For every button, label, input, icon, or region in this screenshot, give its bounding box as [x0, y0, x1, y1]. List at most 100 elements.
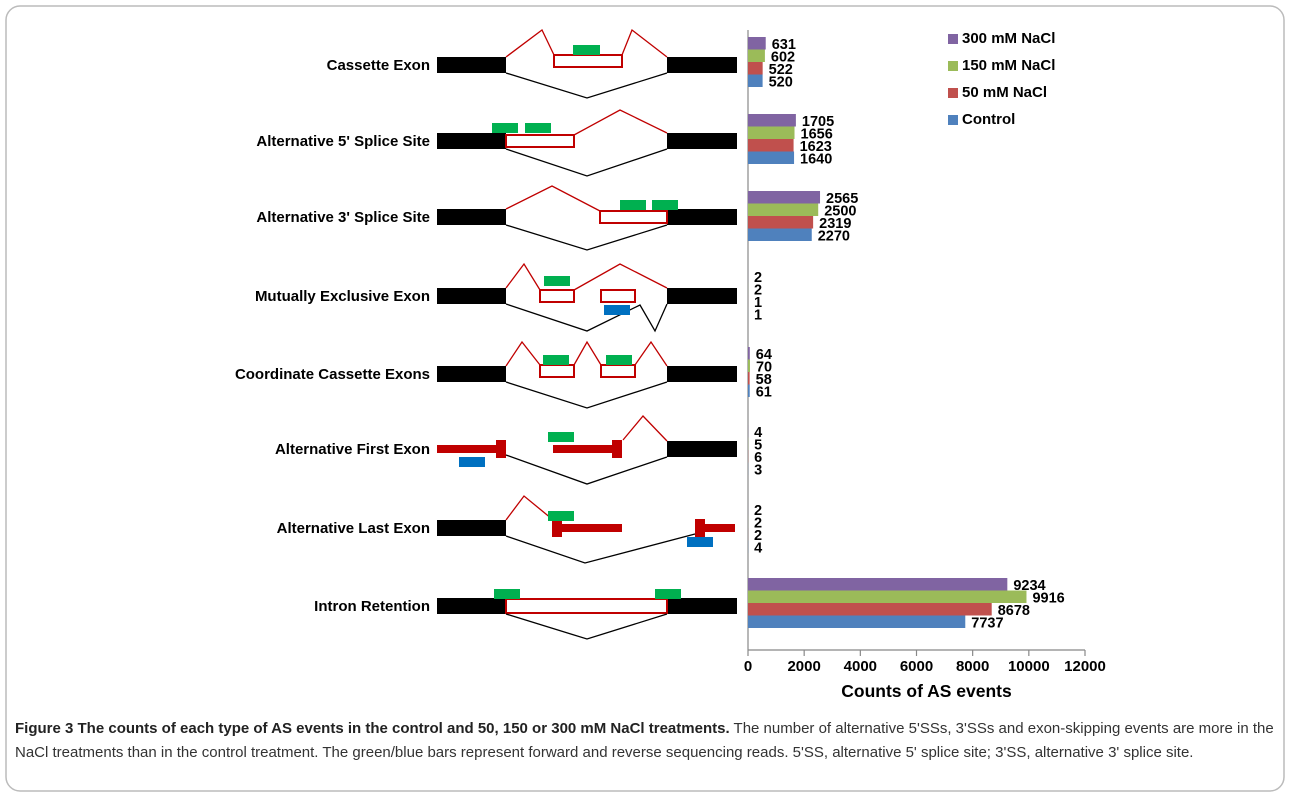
data-label: 2565 — [826, 191, 858, 207]
legend-label: 300 mM NaCl — [962, 30, 1055, 47]
inclusion-junction — [505, 185, 601, 212]
alternative-exon-bar — [553, 445, 617, 453]
inclusion-junction — [505, 340, 541, 367]
row-label: Alternative First Exon — [275, 441, 430, 458]
forward-read — [652, 200, 678, 210]
data-label: 1 — [754, 308, 762, 324]
tick-label: 10000 — [1008, 658, 1050, 675]
forward-read — [606, 355, 632, 365]
alternative-exon-box — [539, 289, 575, 303]
inclusion-junction — [573, 340, 602, 366]
data-label: 2 — [754, 270, 762, 286]
bar — [748, 49, 765, 62]
legend-swatch — [948, 115, 958, 125]
tick-label: 0 — [744, 658, 752, 675]
inclusion-junction — [573, 263, 668, 291]
legend: 300 mM NaCl 150 mM NaCl 50 mM NaCl Control — [948, 30, 1055, 128]
legend-swatch — [948, 61, 958, 71]
data-label: 70 — [756, 360, 772, 376]
constitutive-exon — [437, 133, 506, 149]
constitutive-exon — [437, 288, 506, 304]
row-label: Intron Retention — [314, 598, 430, 615]
bar — [748, 216, 814, 229]
bar — [748, 578, 1008, 591]
bar — [748, 139, 794, 152]
alternative-exon-bar — [557, 524, 622, 532]
bar — [748, 590, 1027, 603]
constitutive-exon — [667, 209, 737, 225]
alternative-exon-box — [600, 289, 636, 303]
forward-read — [544, 276, 570, 286]
alternative-exon-box — [553, 54, 623, 68]
tick-label: 8000 — [956, 658, 989, 675]
bar — [748, 114, 796, 127]
inclusion-junction — [622, 415, 668, 442]
forward-read — [573, 45, 600, 55]
alternative-exon-box — [539, 364, 575, 378]
alternative-exon-box — [505, 134, 575, 148]
skipping-junction — [505, 303, 668, 333]
constitutive-exon — [437, 598, 506, 614]
legend-label: 50 mM NaCl — [962, 84, 1047, 101]
bar — [748, 603, 992, 616]
bar — [748, 126, 795, 139]
data-label: 4 — [754, 425, 762, 441]
forward-read — [543, 355, 569, 365]
data-label: 1 — [754, 295, 762, 311]
constitutive-exon — [437, 366, 506, 382]
data-label: 6 — [754, 450, 762, 466]
data-label: 61 — [756, 385, 772, 401]
row-label: Mutually Exclusive Exon — [255, 288, 430, 305]
constitutive-exon — [437, 520, 506, 536]
bar — [748, 615, 966, 628]
data-label: 1623 — [800, 139, 832, 155]
bar — [748, 384, 750, 397]
retained-intron-box — [505, 598, 668, 614]
skipping-junction — [505, 381, 668, 409]
data-label: 1705 — [802, 114, 834, 130]
bar — [748, 228, 812, 241]
bar — [748, 372, 750, 385]
data-label: 58 — [756, 372, 772, 388]
bar — [748, 74, 763, 87]
inclusion-junction — [505, 262, 541, 291]
forward-read — [492, 123, 518, 133]
skipping-junction — [505, 224, 668, 251]
bar — [748, 37, 766, 50]
row-label: Alternative 3' Splice Site — [256, 209, 430, 226]
inclusion-junction — [505, 29, 555, 58]
data-label: 7737 — [971, 616, 1003, 632]
data-label: 4 — [754, 541, 762, 557]
caption-title: Figure 3 The counts of each type of AS e… — [15, 720, 730, 737]
data-label: 2270 — [818, 229, 850, 245]
bar — [748, 347, 750, 360]
constitutive-exon — [667, 441, 737, 457]
data-label: 631 — [772, 37, 796, 53]
reverse-read — [687, 537, 713, 547]
data-label: 2 — [754, 528, 762, 544]
constitutive-exon — [667, 133, 737, 149]
data-label: 3 — [754, 463, 762, 479]
reverse-read — [604, 305, 630, 315]
figure-caption: Figure 3 The counts of each type of AS e… — [15, 717, 1275, 764]
skipping-junction — [505, 613, 668, 640]
exon-cap — [612, 440, 622, 458]
data-label: 8678 — [998, 603, 1030, 619]
skipping-junction — [505, 454, 668, 485]
row-label: Alternative Last Exon — [277, 520, 430, 537]
constitutive-exon — [667, 57, 737, 73]
data-label: 2319 — [819, 216, 851, 232]
bar — [748, 151, 795, 164]
legend-swatch — [948, 34, 958, 44]
tick-label: 6000 — [900, 658, 933, 675]
reverse-read — [459, 457, 485, 467]
diagram-panel: Cassette Exon Alternative 5' Splice Site A… — [235, 28, 737, 640]
alternative-exon-bar — [700, 524, 735, 532]
data-label: 520 — [769, 75, 793, 91]
forward-read — [525, 123, 551, 133]
legend-label: 150 mM NaCl — [962, 57, 1055, 74]
bar — [748, 359, 750, 372]
constitutive-exon — [667, 288, 737, 304]
